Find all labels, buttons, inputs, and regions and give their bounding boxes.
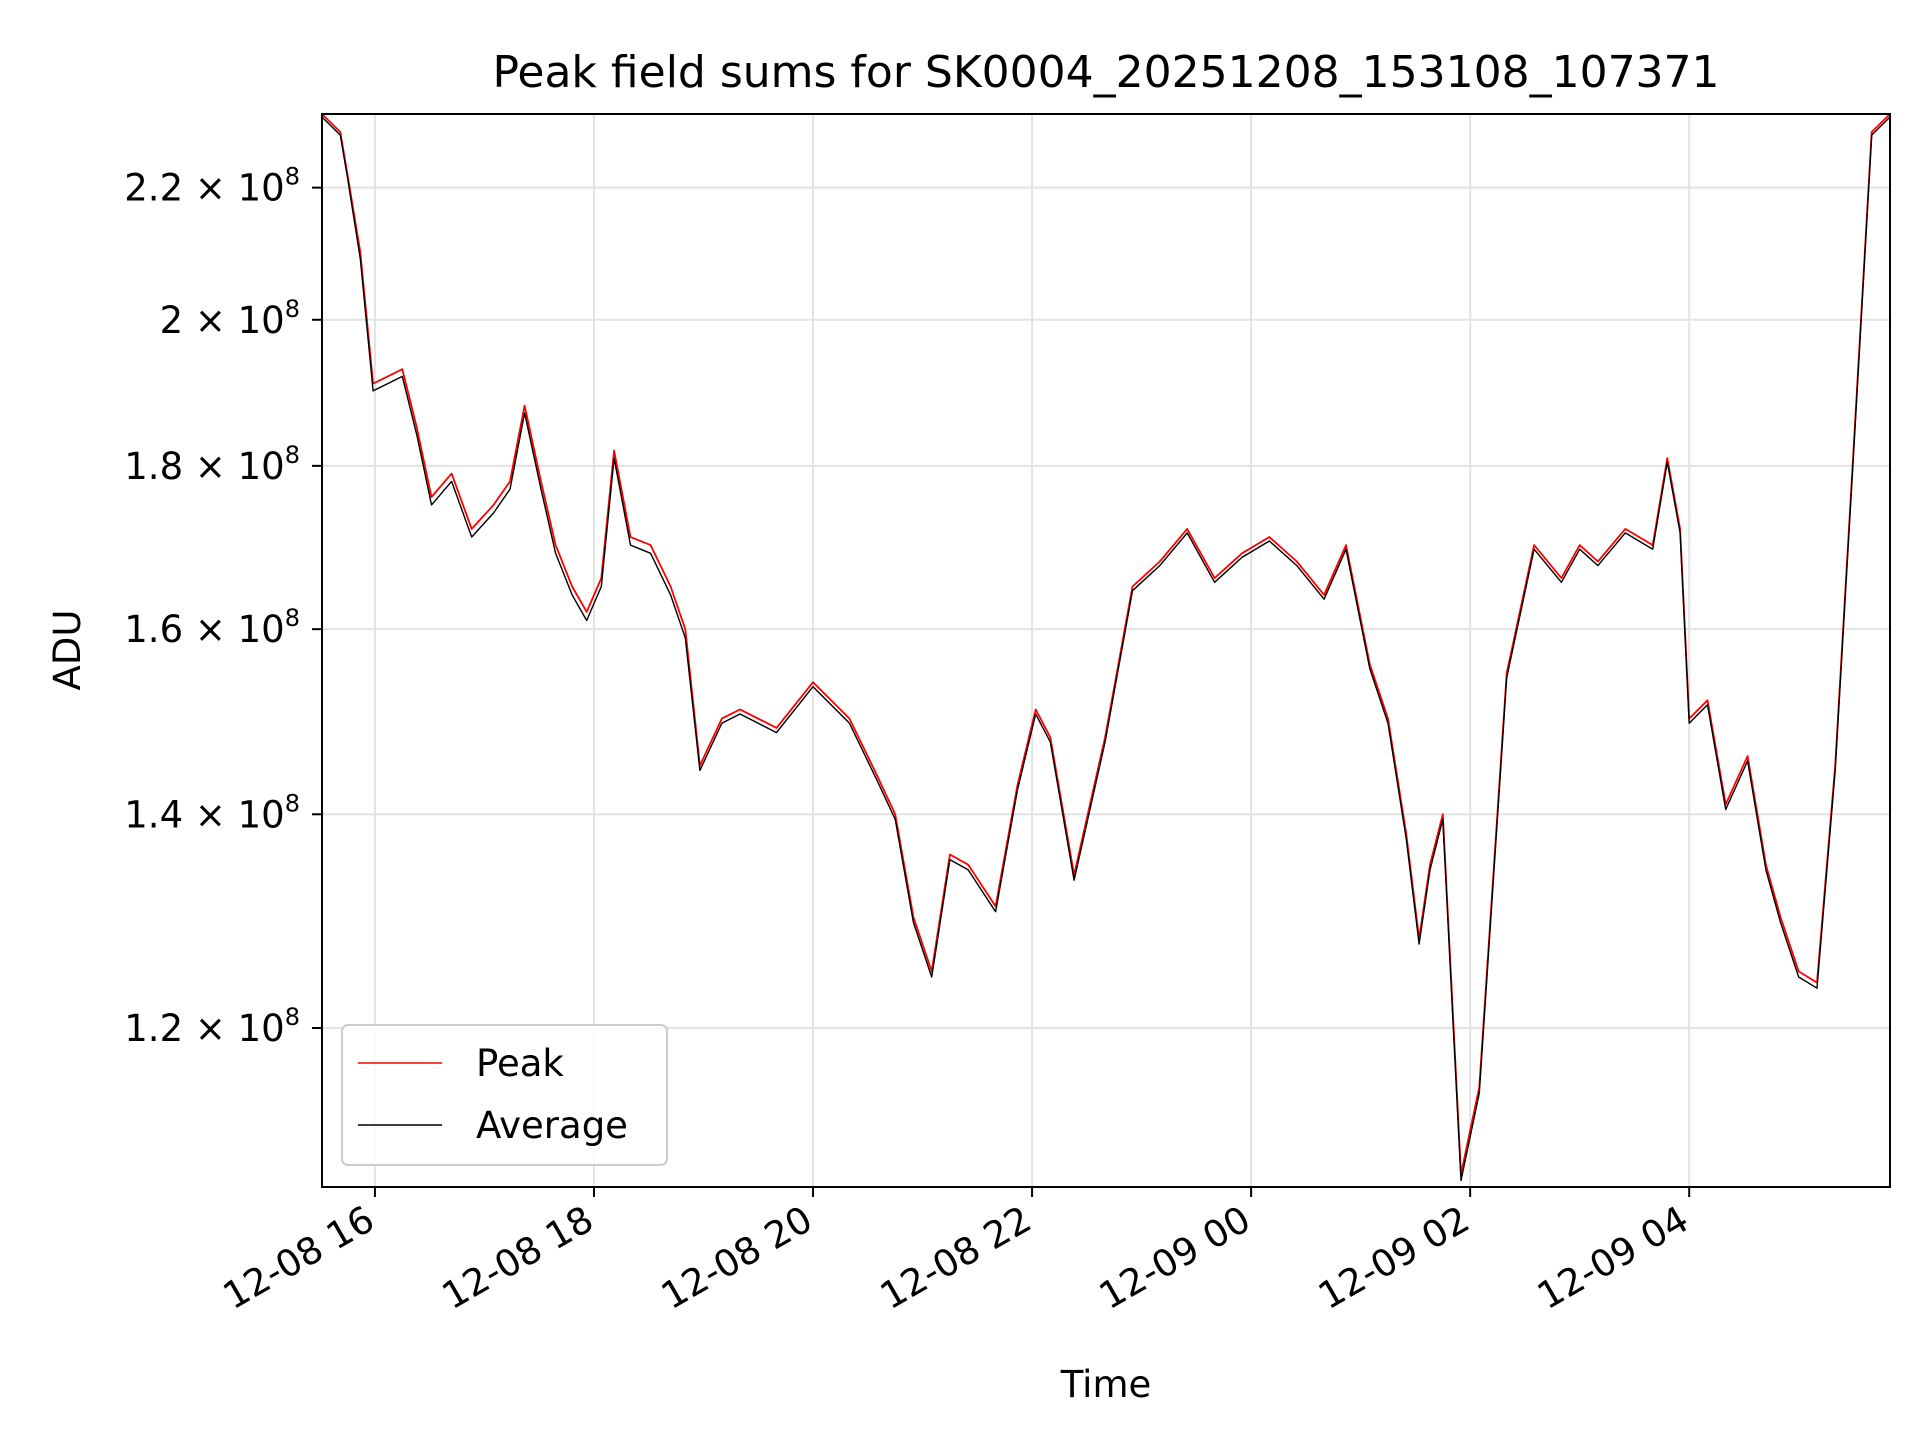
y-tick-label-2: 1.6 × 108 [124, 604, 300, 651]
chart-title: Peak field sums for SK0004_20251208_1531… [492, 47, 1719, 98]
legend-box [341, 1024, 668, 1166]
y-axis-ticks: 1.2 × 108 1.4 × 108 1.6 × 108 1.8 × 108 2 × … [124, 163, 322, 1050]
legend-label-peak: Peak [476, 1042, 564, 1085]
y-tick-label-5: 2.2 × 108 [124, 163, 300, 210]
y-axis-label: ADU [46, 610, 89, 691]
legend-label-average: Average [476, 1104, 628, 1147]
plot-frame [321, 113, 1891, 1188]
y-tick-label-0: 1.2 × 108 [124, 1003, 300, 1050]
series-line-average [321, 116, 1891, 1182]
y-tick-label-4: 2 × 108 [160, 295, 300, 342]
y-tick-label-1: 1.4 × 108 [124, 789, 300, 836]
legend: Peak Average [341, 1024, 668, 1166]
y-tick-label-3: 1.8 × 108 [124, 441, 300, 488]
series-lines [321, 113, 1891, 1182]
x-axis-label: Time [1060, 1363, 1152, 1406]
